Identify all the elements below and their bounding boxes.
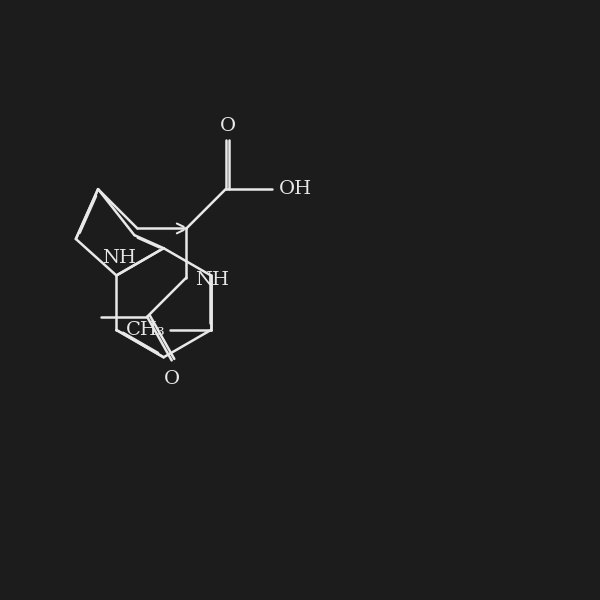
Text: O: O xyxy=(164,370,180,388)
Text: NH: NH xyxy=(194,271,229,289)
Text: CH₃: CH₃ xyxy=(126,321,166,339)
Text: O: O xyxy=(220,116,236,134)
Text: OH: OH xyxy=(278,180,312,198)
Text: NH: NH xyxy=(102,249,136,267)
